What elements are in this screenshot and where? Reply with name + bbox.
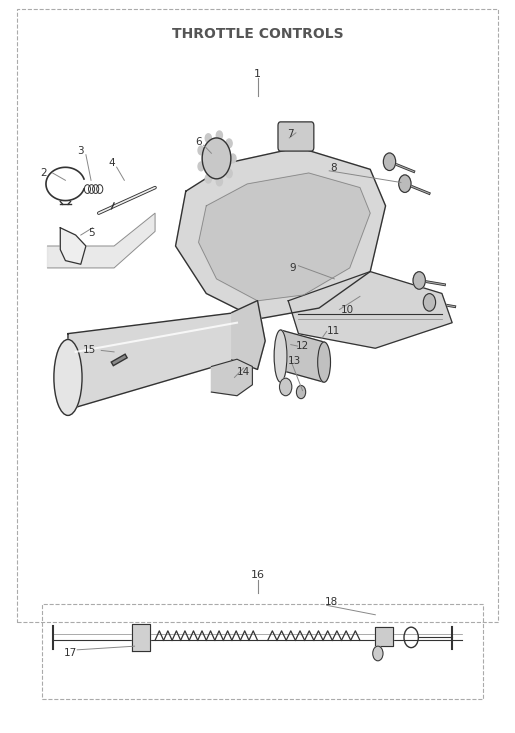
- Text: 15: 15: [83, 345, 96, 356]
- Polygon shape: [211, 359, 252, 396]
- Circle shape: [216, 177, 222, 185]
- Ellipse shape: [54, 339, 82, 416]
- Polygon shape: [199, 173, 370, 301]
- Circle shape: [413, 272, 425, 290]
- Ellipse shape: [274, 330, 287, 382]
- Circle shape: [230, 154, 236, 163]
- Polygon shape: [288, 271, 452, 348]
- Circle shape: [216, 131, 222, 140]
- Text: 7: 7: [287, 129, 294, 139]
- Text: 18: 18: [325, 597, 338, 607]
- FancyBboxPatch shape: [278, 122, 314, 151]
- Text: 1: 1: [254, 70, 261, 79]
- Circle shape: [423, 294, 436, 311]
- Circle shape: [297, 386, 305, 399]
- Circle shape: [280, 378, 292, 396]
- Polygon shape: [375, 627, 393, 647]
- Text: THROTTLE CONTROLS: THROTTLE CONTROLS: [171, 27, 344, 41]
- Text: 4: 4: [108, 158, 115, 169]
- Text: 16: 16: [250, 570, 265, 580]
- Circle shape: [198, 146, 204, 155]
- Polygon shape: [68, 312, 237, 410]
- Text: 13: 13: [288, 356, 301, 366]
- Polygon shape: [281, 330, 324, 382]
- Text: 3: 3: [77, 146, 84, 156]
- Circle shape: [205, 174, 211, 183]
- Circle shape: [383, 153, 396, 171]
- Text: 10: 10: [340, 304, 354, 314]
- Text: 6: 6: [195, 136, 202, 147]
- Circle shape: [226, 139, 232, 148]
- Polygon shape: [176, 147, 386, 319]
- Circle shape: [373, 647, 383, 660]
- Text: 12: 12: [296, 341, 309, 351]
- Circle shape: [399, 175, 411, 193]
- Text: 11: 11: [327, 326, 340, 336]
- Text: 5: 5: [88, 228, 94, 238]
- Text: 2: 2: [41, 168, 47, 178]
- Polygon shape: [47, 213, 155, 268]
- Text: 14: 14: [237, 367, 250, 377]
- Ellipse shape: [318, 342, 331, 382]
- Text: 17: 17: [64, 649, 77, 658]
- Polygon shape: [132, 624, 150, 652]
- Polygon shape: [60, 228, 86, 265]
- Circle shape: [198, 162, 204, 171]
- Text: 8: 8: [330, 163, 337, 173]
- Polygon shape: [232, 301, 265, 369]
- Circle shape: [202, 138, 231, 179]
- Circle shape: [205, 133, 211, 142]
- Text: 9: 9: [289, 263, 296, 273]
- Circle shape: [226, 169, 232, 178]
